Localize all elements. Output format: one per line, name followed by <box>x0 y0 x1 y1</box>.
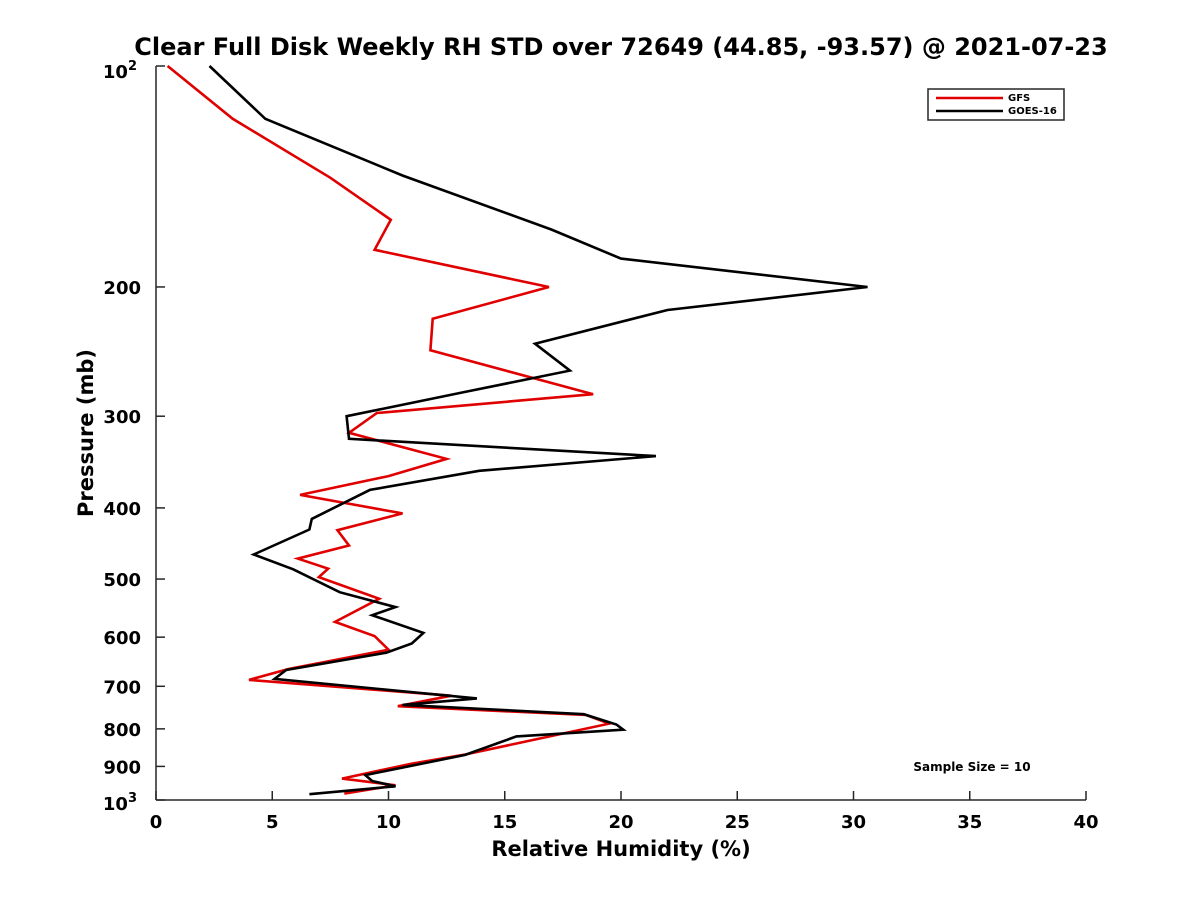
x-tick-label: 35 <box>957 812 982 833</box>
y-tick-label-top: 102 <box>103 59 137 83</box>
legend-label-goes-16: GOES-16 <box>1008 106 1057 117</box>
y-axis-ticks: 200 300 400 500 600 700 800 900 <box>103 65 165 801</box>
y-tick-label: 900 <box>103 757 141 778</box>
y-tick-label-bottom-exponent: 3 <box>128 791 137 806</box>
x-axis-ticks: 0 5 10 15 20 25 30 35 40 <box>150 791 1099 833</box>
legend-box <box>927 88 1065 121</box>
legend: GFS GOES-16 <box>927 88 1065 121</box>
y-axis-label: Pressure (mb) <box>74 349 98 517</box>
x-tick-label: 25 <box>725 812 750 833</box>
x-axis-label: Relative Humidity (%) <box>491 837 750 861</box>
x-tick-label: 0 <box>150 812 163 833</box>
legend-label-gfs: GFS <box>1008 93 1030 104</box>
y-tick-label: 300 <box>103 407 141 428</box>
x-tick-label: 10 <box>376 812 401 833</box>
x-tick-label: 20 <box>608 812 633 833</box>
series-line-goes-16 <box>208 65 868 796</box>
y-tick-label: 800 <box>103 720 141 741</box>
x-tick-label: 40 <box>1073 812 1098 833</box>
y-tick-label: 600 <box>103 628 141 649</box>
sample-size-annotation: Sample Size = 10 <box>913 760 1030 774</box>
y-tick-label: 500 <box>103 570 141 591</box>
y-tick-label: 400 <box>103 499 141 520</box>
y-tick-label: 700 <box>103 677 141 698</box>
y-tick-label-bottom-base: 10 <box>103 794 128 815</box>
x-tick-label: 15 <box>492 812 517 833</box>
x-tick-label: 5 <box>266 812 279 833</box>
y-tick-label-bottom: 103 <box>103 791 137 815</box>
series-layer <box>166 64 868 796</box>
y-tick-label: 200 <box>103 278 141 299</box>
y-tick-label-top-base: 10 <box>103 62 128 83</box>
chart-title: Clear Full Disk Weekly RH STD over 72649… <box>134 33 1107 61</box>
x-tick-label: 30 <box>841 812 866 833</box>
y-tick-label-top-exponent: 2 <box>128 59 137 74</box>
